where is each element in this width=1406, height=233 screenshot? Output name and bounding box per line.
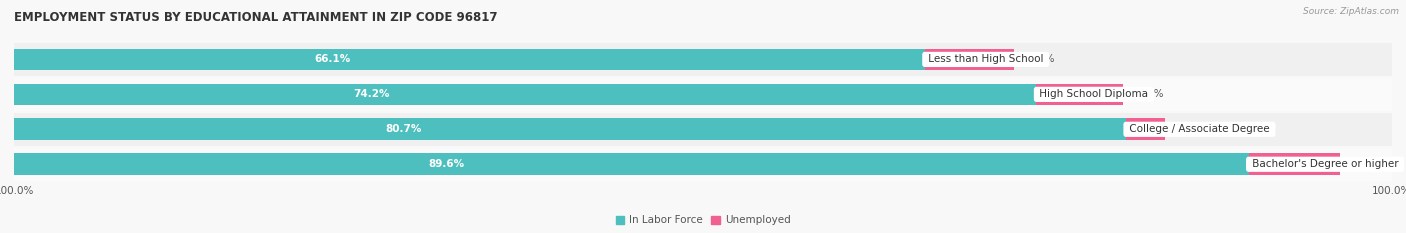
Text: 2.8%: 2.8% bbox=[1178, 124, 1205, 134]
Bar bbox=[14, 113, 1392, 146]
Bar bbox=[925, 49, 1014, 70]
Text: 89.6%: 89.6% bbox=[427, 159, 464, 169]
Text: EMPLOYMENT STATUS BY EDUCATIONAL ATTAINMENT IN ZIP CODE 96817: EMPLOYMENT STATUS BY EDUCATIONAL ATTAINM… bbox=[14, 11, 498, 24]
Bar bbox=[14, 84, 1036, 105]
Legend: In Labor Force, Unemployed: In Labor Force, Unemployed bbox=[612, 211, 794, 230]
Bar bbox=[14, 43, 1392, 76]
Bar bbox=[1249, 154, 1340, 175]
Bar bbox=[1126, 118, 1164, 140]
Bar bbox=[14, 154, 1249, 175]
Text: 6.5%: 6.5% bbox=[1028, 55, 1054, 64]
Text: Source: ZipAtlas.com: Source: ZipAtlas.com bbox=[1303, 7, 1399, 16]
Bar bbox=[14, 148, 1392, 181]
Text: 66.1%: 66.1% bbox=[315, 55, 352, 64]
Text: High School Diploma: High School Diploma bbox=[1036, 89, 1152, 99]
Text: 6.3%: 6.3% bbox=[1137, 89, 1164, 99]
Bar bbox=[1036, 84, 1123, 105]
Text: Less than High School: Less than High School bbox=[925, 55, 1046, 64]
Bar bbox=[14, 78, 1392, 111]
Text: 80.7%: 80.7% bbox=[385, 124, 422, 134]
Bar bbox=[14, 49, 925, 70]
Text: 74.2%: 74.2% bbox=[354, 89, 389, 99]
Text: 6.6%: 6.6% bbox=[1354, 159, 1379, 169]
Bar bbox=[14, 118, 1126, 140]
Text: College / Associate Degree: College / Associate Degree bbox=[1126, 124, 1272, 134]
Text: Bachelor's Degree or higher: Bachelor's Degree or higher bbox=[1249, 159, 1402, 169]
